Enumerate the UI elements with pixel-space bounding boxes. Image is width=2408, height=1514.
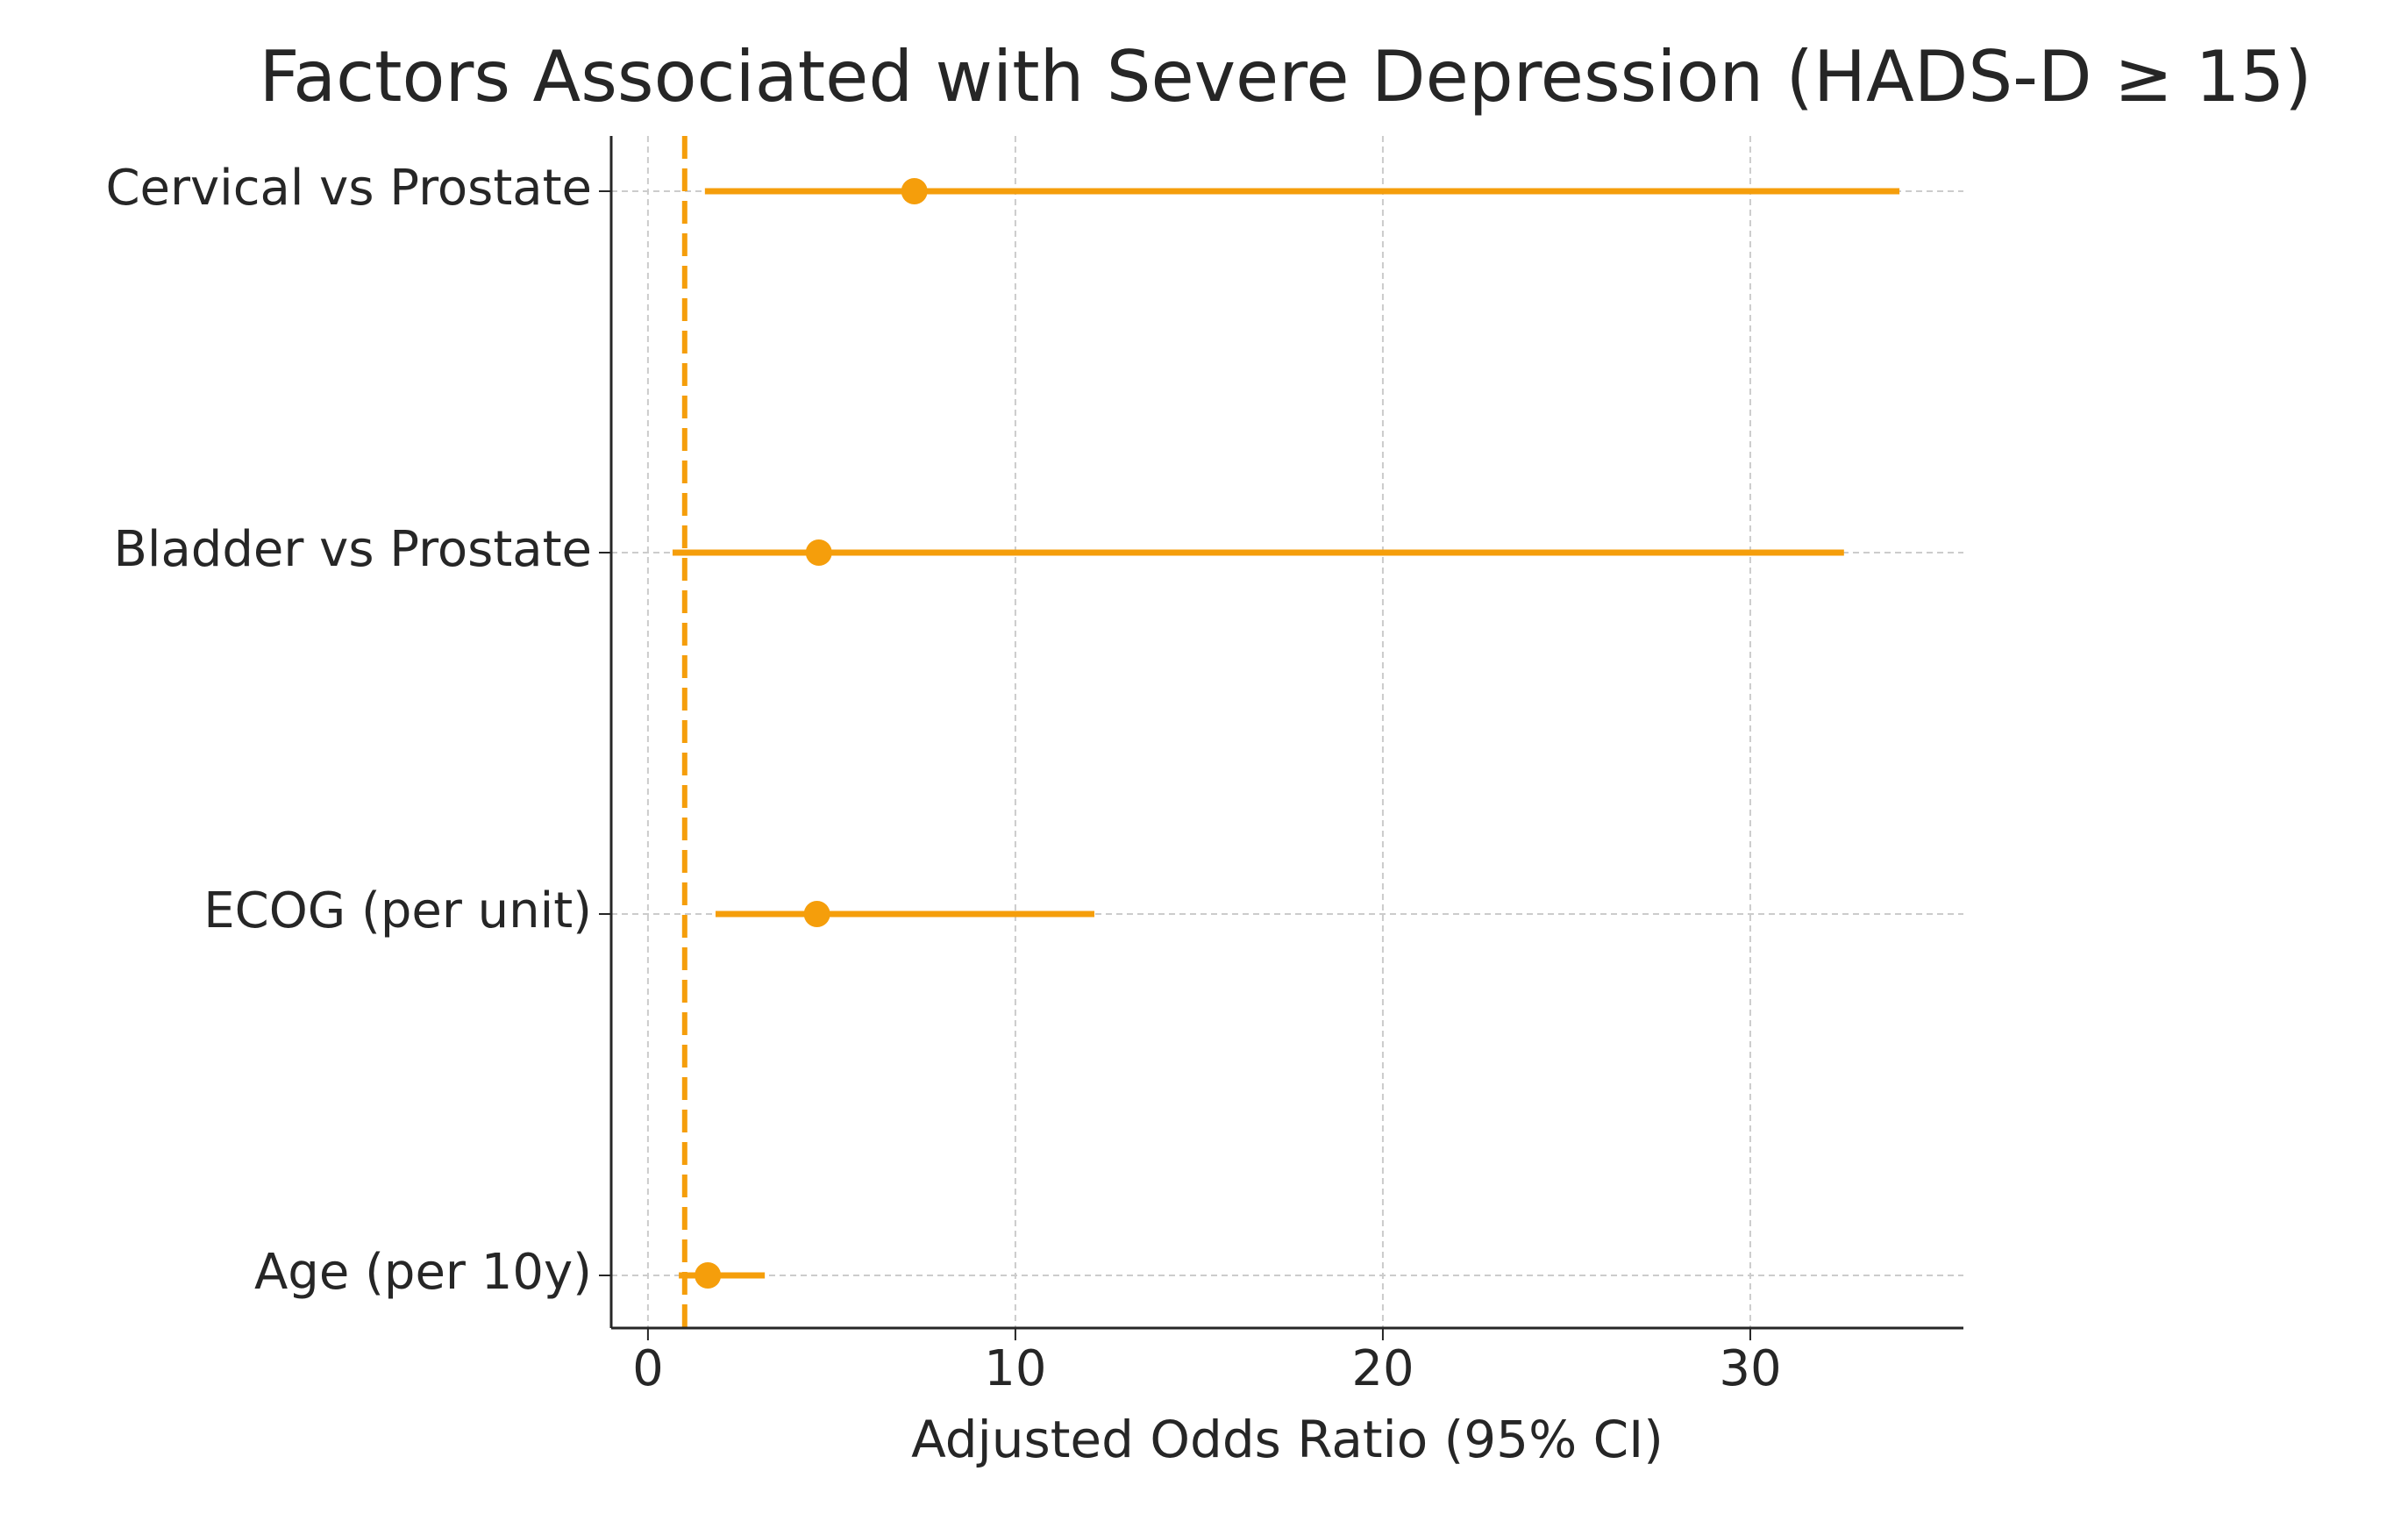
y-tick-label: Age (per 10y) [254, 1244, 592, 1301]
y-tick-label: Bladder vs Prostate [114, 521, 592, 578]
y-tick-label: Cervical vs Prostate [105, 160, 592, 217]
point-estimate [901, 178, 928, 204]
x-tick-label: 10 [984, 1340, 1046, 1397]
chart-title: Factors Associated with Severe Depressio… [259, 36, 2312, 118]
point-estimate [805, 539, 832, 566]
x-tick-label: 20 [1351, 1340, 1414, 1397]
x-tick-label: 30 [1719, 1340, 1781, 1397]
point-estimate [695, 1262, 722, 1289]
x-axis-label: Adjusted Odds Ratio (95% CI) [911, 1410, 1664, 1469]
x-tick-label: 0 [632, 1340, 664, 1397]
y-tick-label: ECOG (per unit) [203, 882, 592, 939]
point-estimate [803, 901, 830, 927]
